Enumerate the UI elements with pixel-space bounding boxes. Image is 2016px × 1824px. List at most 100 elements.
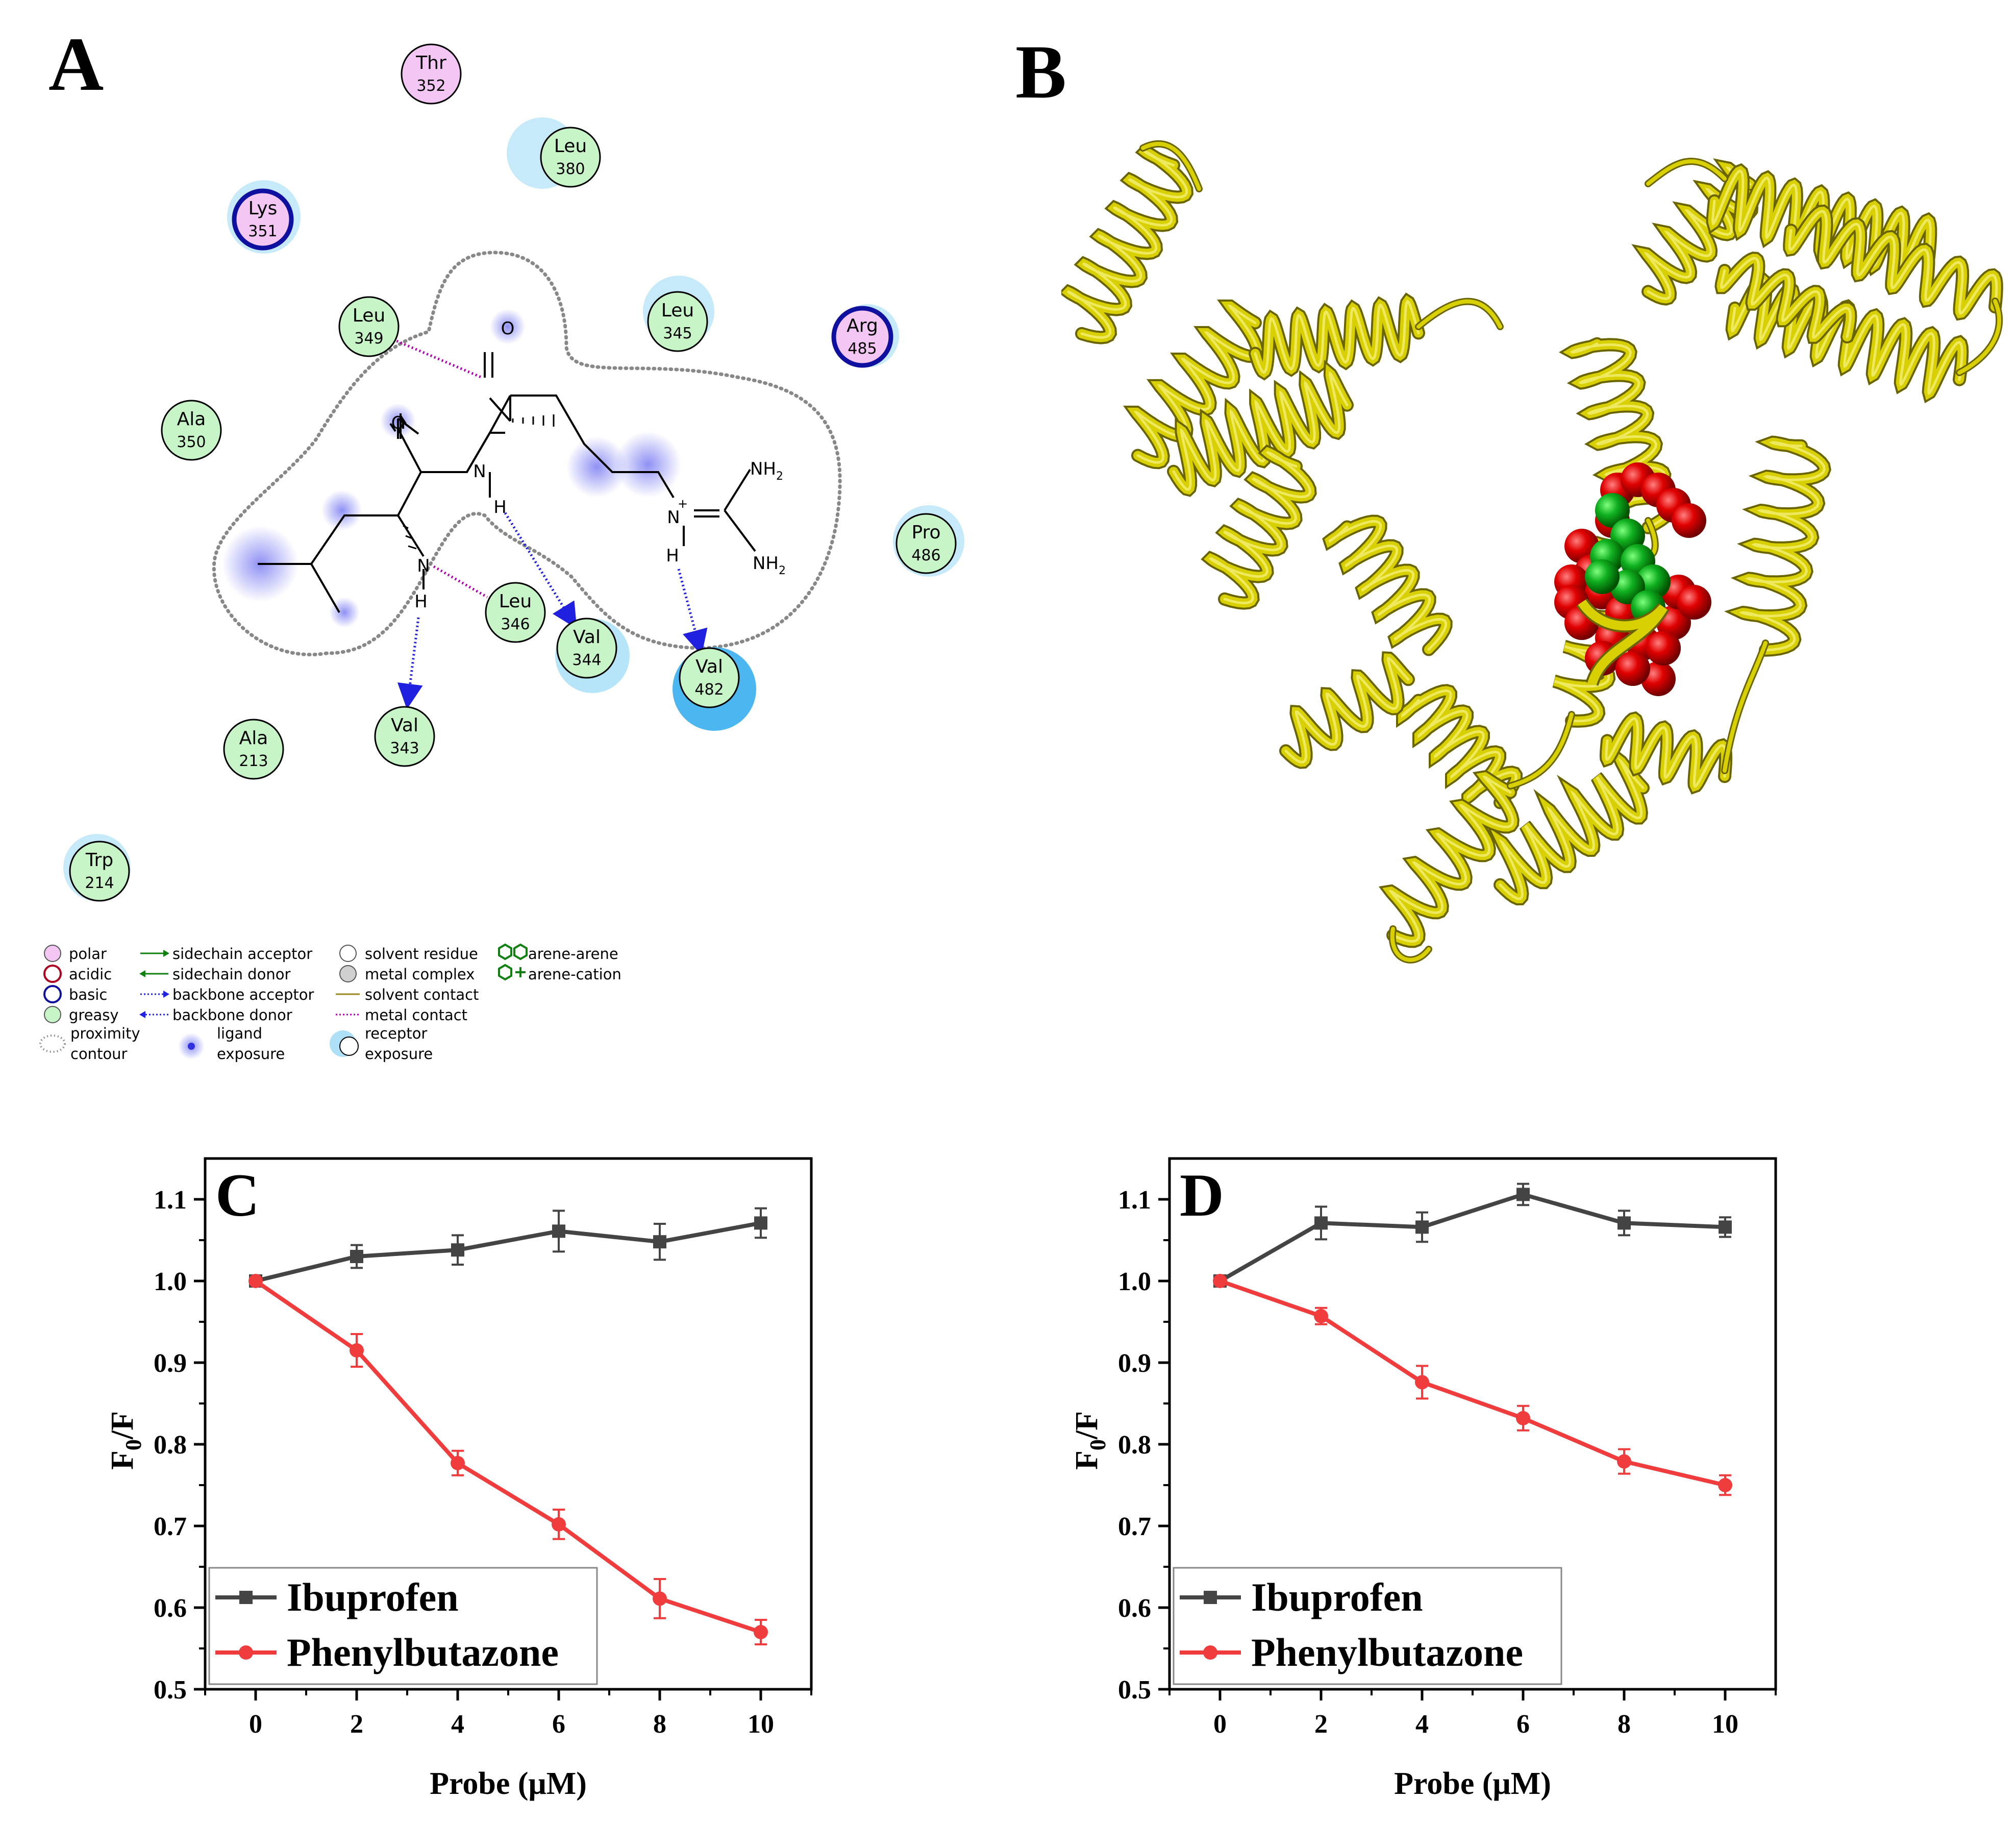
atom-o2: O xyxy=(391,413,405,433)
atom-n-plus: N xyxy=(667,507,680,528)
data-point xyxy=(1516,1188,1530,1201)
legend-ligand: ligand xyxy=(217,1025,262,1042)
atom-n-amide: N xyxy=(473,461,486,482)
data-point xyxy=(1617,1454,1631,1469)
residue-ala213: Ala 213 xyxy=(223,719,284,780)
ligand-interaction-diagram: O O N H N H N + H NH2 NH2 Thr 352 Leu 38… xyxy=(39,43,964,1063)
svg-text:Leu: Leu xyxy=(661,300,694,321)
svg-text:352: 352 xyxy=(416,77,445,95)
svg-text:Val: Val xyxy=(573,627,601,648)
y-tick-label: 0.8 xyxy=(1118,1431,1151,1460)
svg-text:Pro: Pro xyxy=(911,522,940,543)
data-point xyxy=(552,1224,565,1238)
legend-marker xyxy=(239,1645,253,1660)
svg-text:345: 345 xyxy=(663,325,692,342)
svg-text:349: 349 xyxy=(354,330,383,348)
arene-cation-icon xyxy=(498,964,526,981)
svg-text:351: 351 xyxy=(248,223,277,240)
legend-marker xyxy=(1204,1591,1217,1604)
y-axis-title: F0/F xyxy=(1069,1411,1110,1470)
atom-plus: + xyxy=(678,497,688,511)
data-point xyxy=(1415,1375,1429,1390)
svg-text:485: 485 xyxy=(848,340,877,358)
legend-polar: polar xyxy=(69,945,107,963)
svg-text:482: 482 xyxy=(694,681,724,699)
residue-leu349: Leu 349 xyxy=(338,296,400,357)
proximity-contour xyxy=(212,251,842,657)
data-point xyxy=(1719,1220,1732,1234)
atom-h-plus: H xyxy=(666,546,679,566)
data-point xyxy=(552,1517,566,1532)
data-point xyxy=(451,1243,464,1257)
ligand-structure xyxy=(258,352,756,613)
legend-metal-complex: metal complex xyxy=(365,966,475,983)
y-tick-label: 0.6 xyxy=(154,1594,187,1623)
legend-receptor: receptor xyxy=(365,1025,427,1042)
svg-text:486: 486 xyxy=(911,547,940,564)
y-tick-label: 0.9 xyxy=(154,1349,187,1378)
receptor-exposure-halos xyxy=(63,117,964,901)
data-point xyxy=(754,1216,767,1230)
protein-helices xyxy=(1061,140,2003,964)
protein-ribbon-structure xyxy=(1061,140,2003,964)
svg-text:Leu: Leu xyxy=(499,591,532,612)
y-tick-label: 1.0 xyxy=(1118,1267,1151,1296)
data-point xyxy=(248,1274,263,1288)
x-tick-label: 6 xyxy=(552,1710,565,1739)
svg-text:Val: Val xyxy=(391,715,418,736)
svg-text:344: 344 xyxy=(572,651,601,669)
y-tick-label: 0.9 xyxy=(1118,1349,1151,1378)
svg-text:350: 350 xyxy=(177,433,206,451)
svg-text:Thr: Thr xyxy=(415,53,446,73)
residue-arg485: Arg 485 xyxy=(831,306,893,368)
legend-sidechain-acceptor: sidechain acceptor xyxy=(172,945,312,963)
series-line-phenylbutazone xyxy=(1219,1279,1726,1487)
svg-text:Leu: Leu xyxy=(353,305,385,326)
svg-text:346: 346 xyxy=(501,615,530,633)
legend-sidechain-donor: sidechain donor xyxy=(172,966,290,983)
svg-text:214: 214 xyxy=(85,874,114,892)
y-tick-label: 1.1 xyxy=(154,1186,187,1215)
legend-box xyxy=(208,1567,598,1685)
legend-label-ibuprofen: Ibuprofen xyxy=(1251,1575,1423,1619)
x-tick-label: 2 xyxy=(1314,1710,1328,1739)
atom-n-amine: N xyxy=(417,556,430,576)
chart-d: 0.5 0.6 0.7 0.8 0.9 1.0 1.1 0 2 4 6 8 10 Probe (μM) F0… xyxy=(1069,1157,1777,1801)
interaction-legend: polar acidic basic greasy proximity cont… xyxy=(39,943,621,1063)
atom-h-amine: H xyxy=(414,591,428,612)
data-point xyxy=(653,1235,666,1249)
legend-arene-arene: arene-arene xyxy=(528,945,618,963)
legend-receptor-exposure: exposure xyxy=(365,1045,433,1063)
y-tick-label: 0.8 xyxy=(154,1431,187,1460)
legend-ligand-exposure: exposure xyxy=(217,1045,285,1063)
series-line-phenylbutazone xyxy=(254,1279,762,1634)
residue-thr352: Thr 352 xyxy=(401,43,462,105)
svg-text:Val: Val xyxy=(695,656,723,677)
residue-leu346: Leu 346 xyxy=(485,582,546,643)
legend-metal-contact: metal contact xyxy=(365,1006,467,1024)
residue-lys351: Lys 351 xyxy=(232,188,294,251)
svg-text:213: 213 xyxy=(239,752,268,770)
x-tick-label: 4 xyxy=(1415,1710,1429,1739)
x-tick-label: 0 xyxy=(249,1710,262,1739)
data-point xyxy=(451,1456,465,1470)
x-axis-title: Probe (μM) xyxy=(1394,1766,1551,1801)
residue-leu380: Leu 380 xyxy=(540,127,601,188)
legend-proximity: proximity xyxy=(70,1025,140,1042)
data-point xyxy=(1314,1216,1328,1230)
interaction-lines xyxy=(392,338,708,709)
chart-c: 0.5 0.6 0.7 0.8 0.9 1.0 1.1 0 2 4 6 8 10 Probe (μM) F0… xyxy=(105,1157,813,1801)
svg-text:Leu: Leu xyxy=(554,136,587,157)
svg-text:Arg: Arg xyxy=(847,315,878,336)
residue-val343: Val 343 xyxy=(374,706,435,767)
panel-a-letter: A xyxy=(48,22,104,107)
legend-marker xyxy=(1203,1645,1217,1660)
y-tick-label: 0.5 xyxy=(154,1675,187,1705)
atom-o1: O xyxy=(501,318,515,339)
stereo-bonds xyxy=(403,414,555,550)
series-line-ibuprofen xyxy=(1219,1192,1726,1283)
svg-text:343: 343 xyxy=(390,740,419,757)
residue-pro486: Pro 486 xyxy=(895,513,957,574)
legend-basic: basic xyxy=(69,986,107,1003)
x-tick-label: 8 xyxy=(653,1710,666,1739)
